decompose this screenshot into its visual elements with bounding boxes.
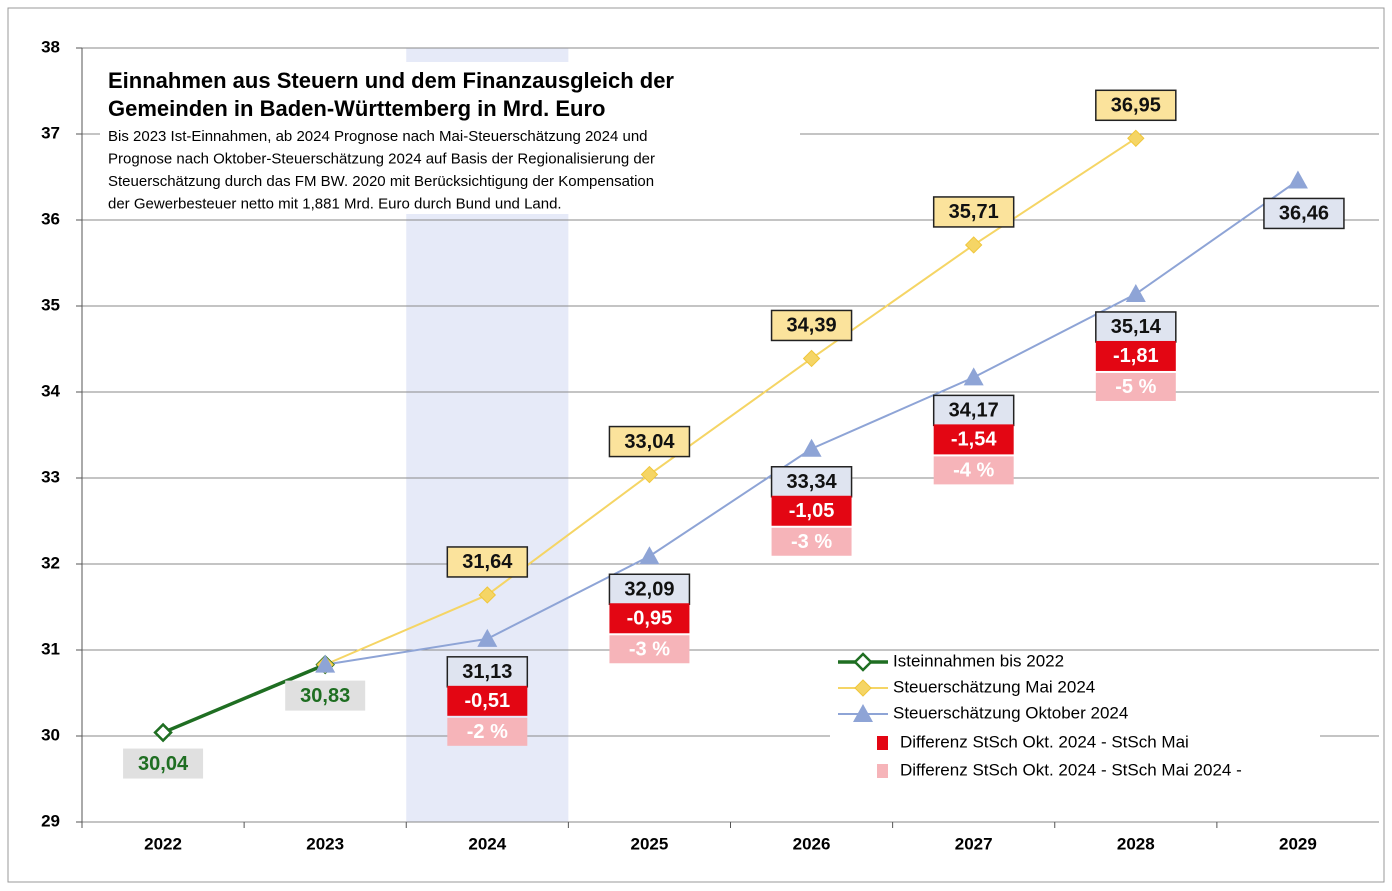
value-label-box (1095, 340, 1176, 371)
series-marker (964, 236, 983, 254)
y-tick-label: 33 (41, 467, 60, 486)
x-tick-label: 2027 (955, 834, 993, 853)
y-tick-label: 32 (41, 553, 60, 572)
value-label: -3 % (629, 639, 670, 661)
y-tick-label: 29 (41, 811, 60, 830)
value-label-box (770, 466, 853, 498)
x-tick-label: 2029 (1279, 834, 1317, 853)
value-label-box (1095, 311, 1177, 343)
y-tick-label: 30 (41, 725, 60, 744)
series-line (162, 663, 326, 735)
x-tick-label: 2025 (631, 834, 669, 853)
chart-subtitle: Bis 2023 Ist-Einnahmen, ab 2024 Prognose… (108, 128, 648, 145)
y-tick-label: 35 (41, 295, 60, 314)
series-marker (963, 367, 984, 386)
value-label-box (447, 685, 528, 716)
legend-marker (853, 704, 873, 722)
series-marker (1287, 170, 1308, 189)
value-label-box (770, 309, 853, 342)
series-marker (315, 654, 336, 673)
series-marker (477, 628, 498, 647)
value-label-box (1095, 89, 1177, 122)
value-label-box (771, 495, 852, 526)
value-label: 31,13 (462, 661, 512, 683)
value-label-box (447, 717, 528, 746)
value-label: 34,17 (949, 400, 999, 422)
series-marker (801, 438, 822, 457)
chart-subtitle: Prognose nach Oktober-Steuerschätzung 20… (108, 150, 655, 167)
value-label-box (1095, 372, 1176, 401)
value-label: -1,05 (789, 500, 835, 522)
value-label: -1,81 (1113, 345, 1159, 367)
value-label: 33,34 (787, 471, 838, 493)
value-label: 35,71 (949, 201, 999, 223)
value-label: 36,95 (1111, 95, 1161, 117)
series-marker (640, 465, 659, 484)
chart-subtitle: Steuerschätzung durch das FM BW. 2020 mi… (108, 173, 654, 190)
value-label-box (608, 425, 691, 458)
legend-label: Differenz StSch Okt. 2024 - StSch Mai (900, 732, 1189, 751)
x-tick-label: 2024 (468, 834, 506, 853)
value-label: 30,83 (300, 685, 350, 707)
y-tick-label: 37 (41, 123, 60, 142)
x-tick-label: 2028 (1117, 834, 1155, 853)
series-marker (1127, 129, 1145, 148)
y-tick-label: 36 (41, 209, 60, 228)
value-label-box (933, 456, 1014, 485)
value-label: 33,04 (624, 431, 675, 453)
value-label-box (123, 748, 204, 779)
value-label-box (932, 394, 1015, 427)
legend-label: Steuerschätzung Oktober 2024 (893, 703, 1128, 722)
chart-title: Einnahmen aus Steuern und dem Finanzausg… (108, 68, 674, 93)
value-label: 35,14 (1111, 316, 1162, 338)
value-label: -0,95 (627, 608, 673, 630)
value-label: -1,54 (951, 429, 997, 451)
value-label-box (446, 546, 529, 578)
series-marker (802, 349, 821, 368)
value-label-box (609, 635, 690, 664)
title-box (100, 62, 800, 214)
y-tick-label: 38 (41, 37, 60, 56)
x-tick-label: 2022 (144, 834, 182, 853)
y-tick-label: 31 (41, 639, 60, 658)
legend-marker (853, 652, 873, 672)
value-label-box (933, 424, 1014, 455)
value-label: 32,09 (624, 579, 674, 601)
value-label: 36,46 (1279, 203, 1329, 225)
series-marker (153, 722, 173, 743)
legend-marker (854, 679, 872, 697)
legend-swatch (877, 736, 888, 750)
value-label-box (608, 573, 691, 606)
series-marker (1125, 283, 1146, 302)
legend-label: Steuerschätzung Mai 2024 (893, 677, 1095, 696)
chart-title: Gemeinden in Baden-Württemberg in Mrd. E… (108, 96, 605, 121)
chart-subtitle: der Gewerbesteuer netto mit 1,881 Mrd. E… (108, 195, 562, 212)
series-marker (478, 586, 497, 604)
value-label-box (446, 656, 529, 688)
value-label-box (609, 603, 690, 634)
value-label: -3 % (791, 531, 832, 553)
x-tick-label: 2026 (793, 834, 831, 853)
value-label-box (1263, 197, 1345, 230)
value-label: 31,64 (462, 551, 513, 573)
series-marker (639, 546, 660, 565)
value-label-box (771, 527, 852, 556)
legend-box (830, 652, 1320, 785)
value-label: -5 % (1115, 376, 1156, 398)
legend-label: Isteinnahmen bis 2022 (893, 651, 1064, 670)
legend-label: Differenz StSch Okt. 2024 - StSch Mai 20… (900, 760, 1242, 779)
x-tick-label: 2023 (306, 834, 344, 853)
value-label: 30,04 (138, 753, 189, 775)
value-label: -4 % (953, 460, 994, 482)
value-label: -0,51 (465, 690, 511, 712)
value-label: -2 % (467, 721, 508, 743)
value-label-box (285, 680, 366, 711)
value-label-box (932, 196, 1015, 228)
value-label: 34,39 (787, 315, 837, 337)
y-tick-label: 34 (41, 381, 60, 400)
legend-swatch (877, 764, 888, 778)
